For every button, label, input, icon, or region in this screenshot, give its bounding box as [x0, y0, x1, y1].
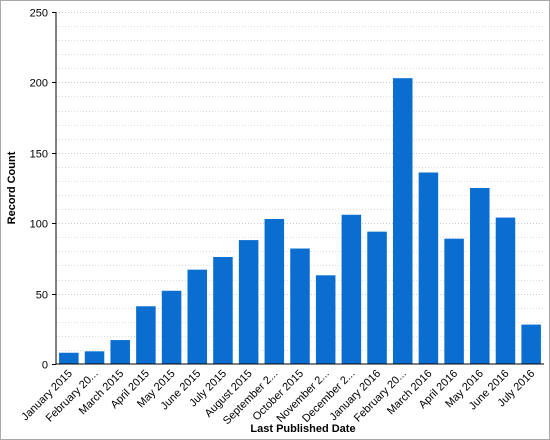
y-tick-label: 200 — [30, 78, 48, 90]
y-ticks: 0 50 100 150 200 250 — [30, 8, 56, 372]
y-tick-label: 50 — [36, 290, 48, 302]
bar[interactable] — [84, 351, 105, 364]
y-tick-label: 100 — [30, 219, 48, 231]
bar[interactable] — [264, 218, 285, 364]
bars — [59, 78, 541, 365]
bar[interactable] — [418, 172, 439, 364]
bar[interactable] — [290, 248, 310, 364]
bar[interactable] — [521, 324, 541, 364]
bar[interactable] — [213, 256, 233, 364]
bar[interactable] — [315, 275, 336, 364]
x-axis-title: Last Published Date — [250, 423, 355, 435]
bar[interactable] — [367, 231, 387, 364]
bar[interactable] — [110, 340, 130, 364]
bar[interactable] — [238, 240, 259, 364]
y-tick-label: 250 — [30, 8, 48, 20]
axes — [55, 12, 544, 365]
y-axis-title: Record Count — [6, 151, 18, 224]
bar[interactable] — [161, 290, 182, 364]
bar[interactable] — [392, 78, 413, 365]
bar[interactable] — [341, 214, 362, 364]
bar[interactable] — [136, 306, 156, 364]
bar[interactable] — [444, 238, 464, 364]
y-tick-label: 150 — [30, 149, 48, 161]
bar[interactable] — [187, 269, 208, 364]
bar[interactable] — [59, 352, 79, 364]
bar[interactable] — [470, 188, 490, 364]
y-tick-label: 0 — [42, 360, 48, 372]
bar[interactable] — [495, 217, 516, 364]
